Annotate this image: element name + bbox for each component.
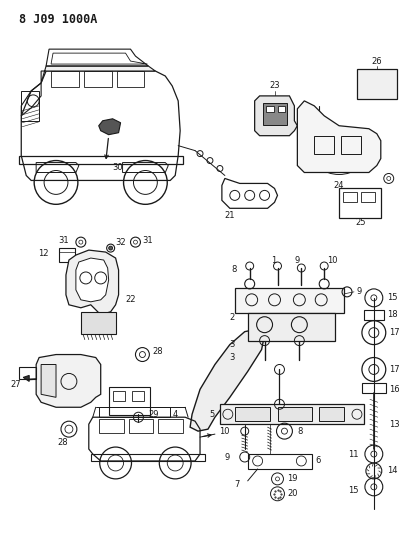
Text: 32: 32 xyxy=(116,238,126,247)
Bar xyxy=(220,404,364,424)
Text: 22: 22 xyxy=(126,295,136,304)
Text: 31: 31 xyxy=(58,236,69,245)
Bar xyxy=(263,103,288,125)
Text: 3: 3 xyxy=(229,340,235,349)
Bar xyxy=(112,391,125,401)
Text: 17: 17 xyxy=(389,328,399,337)
Bar xyxy=(117,71,144,87)
Text: 9: 9 xyxy=(295,255,300,264)
Text: 9: 9 xyxy=(225,453,230,462)
Bar xyxy=(341,136,361,154)
Text: 19: 19 xyxy=(288,474,298,483)
Bar xyxy=(277,106,285,112)
Text: 28: 28 xyxy=(58,438,68,447)
Bar xyxy=(235,407,270,421)
Bar xyxy=(339,188,381,218)
Text: 27: 27 xyxy=(11,380,21,389)
Bar xyxy=(84,71,112,87)
Bar xyxy=(364,310,384,320)
Text: 12: 12 xyxy=(38,248,49,257)
Text: 24: 24 xyxy=(334,181,344,190)
Bar xyxy=(133,391,144,401)
Text: 21: 21 xyxy=(225,211,235,220)
Bar xyxy=(19,156,183,164)
Text: 26: 26 xyxy=(371,56,382,66)
Bar xyxy=(362,383,386,393)
Bar xyxy=(99,419,124,433)
Text: 10: 10 xyxy=(327,255,338,264)
Bar xyxy=(158,419,183,433)
Bar xyxy=(277,407,312,421)
Text: 2: 2 xyxy=(229,313,235,322)
Bar xyxy=(265,106,274,112)
Polygon shape xyxy=(190,330,265,431)
Text: 30: 30 xyxy=(112,163,123,172)
Text: 28: 28 xyxy=(153,347,163,356)
Text: 25: 25 xyxy=(356,218,366,227)
Circle shape xyxy=(109,246,112,250)
Bar xyxy=(99,407,170,417)
Bar xyxy=(361,192,375,203)
Bar xyxy=(357,69,397,99)
Text: 7: 7 xyxy=(234,480,240,489)
Bar xyxy=(109,387,151,415)
Bar xyxy=(59,248,75,262)
Bar xyxy=(51,71,79,87)
Polygon shape xyxy=(41,66,155,83)
Bar xyxy=(21,91,39,121)
Text: 14: 14 xyxy=(387,466,397,475)
Bar xyxy=(319,407,344,421)
Text: 1: 1 xyxy=(271,255,276,264)
Polygon shape xyxy=(255,96,297,136)
Bar xyxy=(248,313,335,341)
Polygon shape xyxy=(99,119,121,135)
Polygon shape xyxy=(66,250,119,315)
Bar xyxy=(343,192,357,203)
Text: 15: 15 xyxy=(348,486,359,495)
Text: 6: 6 xyxy=(315,456,321,465)
Bar xyxy=(81,312,116,334)
Text: 4: 4 xyxy=(173,410,178,419)
Polygon shape xyxy=(36,354,101,407)
Text: 18: 18 xyxy=(387,310,398,319)
Text: 8: 8 xyxy=(297,426,303,435)
Text: 29: 29 xyxy=(148,410,159,419)
Text: 17: 17 xyxy=(389,365,399,374)
Polygon shape xyxy=(76,258,109,302)
Bar xyxy=(235,288,344,313)
Polygon shape xyxy=(297,101,381,173)
Text: 5: 5 xyxy=(210,410,215,419)
Text: 8: 8 xyxy=(231,265,237,274)
Text: 15: 15 xyxy=(387,293,397,302)
Text: 23: 23 xyxy=(269,82,280,91)
Text: 20: 20 xyxy=(288,489,298,498)
Text: 16: 16 xyxy=(389,385,399,394)
Bar xyxy=(248,454,312,469)
Bar xyxy=(91,454,205,461)
Text: 11: 11 xyxy=(348,449,359,458)
Text: 8 J09 1000A: 8 J09 1000A xyxy=(19,13,98,26)
Text: 9: 9 xyxy=(357,287,362,296)
Bar xyxy=(128,419,153,433)
Polygon shape xyxy=(23,375,29,382)
Text: 3: 3 xyxy=(229,353,235,362)
Bar xyxy=(314,136,334,154)
Text: 13: 13 xyxy=(389,419,399,429)
Text: 10: 10 xyxy=(219,426,230,435)
Polygon shape xyxy=(41,365,56,397)
Text: 31: 31 xyxy=(142,236,153,245)
